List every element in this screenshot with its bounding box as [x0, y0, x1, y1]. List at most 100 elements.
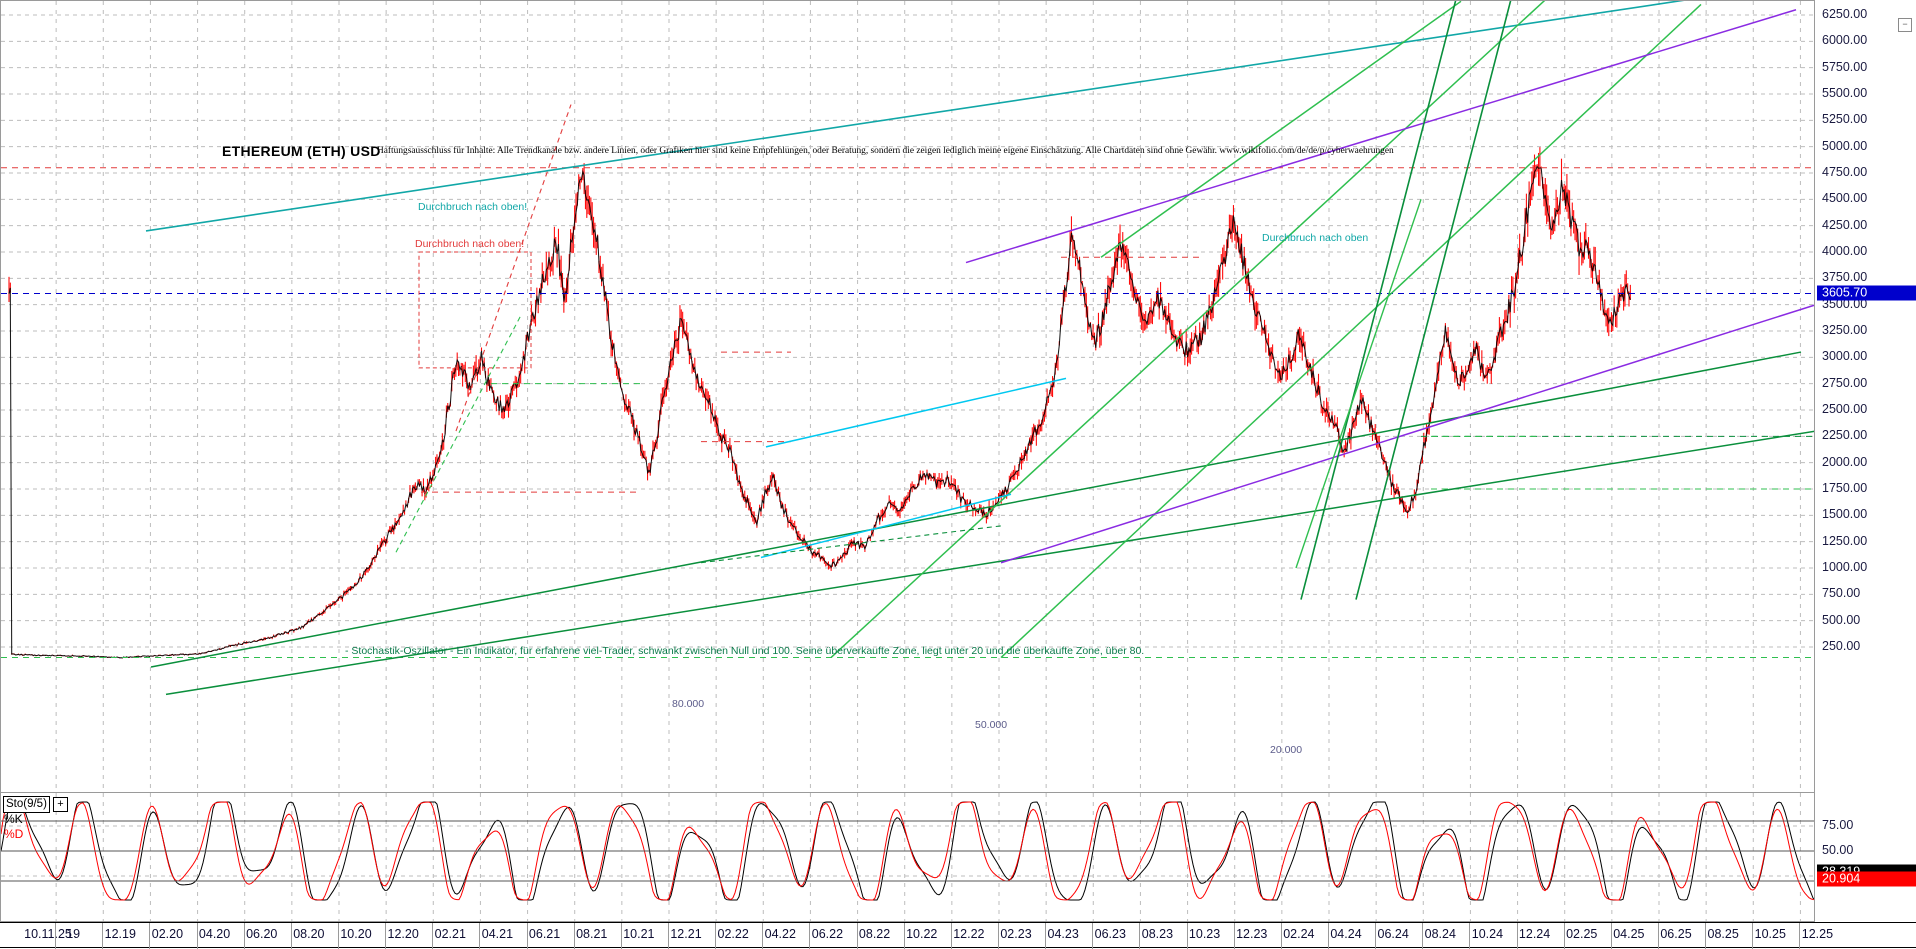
time-tick-label: 04.23 [1047, 927, 1079, 941]
time-tick-label: 12.25 [1801, 927, 1834, 941]
time-axis-separator [290, 923, 292, 949]
time-tick-label: 08.24 [1424, 927, 1456, 941]
price-tick-label: 2750.00 [1822, 375, 1868, 390]
time-axis-separator [243, 923, 245, 949]
time-axis[interactable]: 10.11.25 19 12.19 02.20 04.20 06.20 08.20 10.20… [0, 922, 1916, 949]
oscillator-note: - Stochastik-Oszillator - Ein Indikator,… [345, 645, 1145, 657]
time-axis-separator [385, 923, 387, 949]
time-axis-separator [1422, 923, 1424, 949]
price-tick-label: 4250.00 [1822, 217, 1868, 232]
time-axis-separator [1705, 923, 1707, 949]
time-axis-separator [715, 923, 717, 949]
price-tick-label: 4500.00 [1822, 191, 1868, 206]
time-tick-label: 06.21 [528, 927, 561, 941]
time-axis-separator [1752, 923, 1754, 949]
time-axis-separator [1139, 923, 1141, 949]
time-tick-label: 02.21 [434, 927, 466, 941]
chart-annotation: Durchbruch nach oben! [418, 201, 528, 213]
time-tick-label: 08.20 [293, 927, 325, 941]
time-tick-label: 08.23 [1141, 927, 1174, 941]
time-tick-label: 06.22 [811, 927, 844, 941]
time-axis-separator [1045, 923, 1047, 949]
price-tick-label: 1500.00 [1822, 507, 1868, 522]
price-tick-label: 5250.00 [1822, 112, 1868, 127]
stochastic-plot [1, 793, 1814, 921]
indicator-series-d: %D [4, 827, 24, 841]
price-tick-label: 250.00 [1822, 639, 1861, 653]
time-tick-label: 02.20 [151, 927, 184, 941]
last-price-badge: 3605.70 [1817, 285, 1916, 301]
time-tick-label: 12.21 [670, 927, 702, 941]
indicator-tick-label: 75.00 [1822, 818, 1854, 832]
chart-annotation: Durchbruch nach oben [1262, 232, 1369, 244]
indicator-name[interactable]: Sto(9/5) [3, 795, 50, 813]
time-axis-separator [196, 923, 198, 949]
time-axis-separator [1563, 923, 1565, 949]
indicator-pane[interactable] [0, 792, 1815, 922]
time-tick-label: 10.11.25 [24, 927, 72, 941]
indicator-value-badge: 20.904 [1817, 871, 1916, 887]
time-tick-label: 08.21 [576, 927, 608, 941]
price-tick-label: 750.00 [1822, 586, 1861, 601]
time-axis-separator [1516, 923, 1518, 949]
price-tick-label: 6000.00 [1822, 33, 1868, 48]
price-tick-label: 1750.00 [1822, 481, 1868, 495]
indicator-legend[interactable]: Sto(9/5) + [3, 794, 68, 813]
time-axis-separator [1186, 923, 1188, 949]
collapse-icon[interactable]: − [1898, 18, 1912, 32]
price-tick-label: 3500.00 [1822, 296, 1868, 311]
time-axis-separator [1092, 923, 1094, 949]
price-tick-label: 4750.00 [1822, 165, 1868, 179]
time-axis-separator [950, 923, 952, 949]
level-label: 50.000 [975, 719, 1008, 731]
time-tick-label: 12.22 [953, 927, 985, 941]
time-axis-separator [1610, 923, 1612, 949]
time-axis-separator [809, 923, 811, 949]
time-axis-separator [102, 923, 104, 949]
price-tick-label: 3750.00 [1822, 270, 1868, 285]
time-axis-separator [479, 923, 481, 949]
time-axis-separator [1799, 923, 1801, 949]
time-axis-separator [903, 923, 905, 949]
time-axis-separator [620, 923, 622, 949]
price-tick-label: 5500.00 [1822, 86, 1868, 100]
indicator-series-k: %K [4, 812, 23, 826]
time-tick-label: 08.22 [858, 927, 891, 941]
time-axis-separator [668, 923, 669, 949]
time-axis-separator [573, 923, 575, 949]
time-tick-label: 12.23 [1236, 927, 1268, 941]
time-axis-separator [1375, 923, 1377, 949]
time-tick-label: 12.20 [387, 927, 419, 941]
time-tick-label: 06.20 [246, 927, 278, 941]
time-tick-label: 10.21 [623, 927, 655, 941]
price-tick-label: 5000.00 [1822, 138, 1868, 153]
indicator-tick-label: 50.00 [1822, 843, 1854, 857]
time-tick-label: 10.20 [340, 927, 372, 941]
time-tick-label: 10.24 [1471, 927, 1504, 941]
price-tick-label: 4000.00 [1822, 244, 1868, 258]
time-axis-separator [149, 923, 151, 949]
disclaimer-text: Haftungsausschluss für Inhalte: Alle Tre… [377, 146, 1394, 156]
time-tick-label: 06.25 [1660, 927, 1692, 941]
time-tick-label: 04.20 [198, 927, 231, 941]
time-axis-separator [762, 923, 764, 949]
time-axis-separator [1469, 923, 1471, 949]
price-tick-label: 2250.00 [1822, 428, 1868, 443]
time-tick-label: 06.24 [1377, 927, 1409, 941]
time-axis-separator [432, 923, 434, 949]
expand-icon[interactable]: + [52, 797, 68, 812]
time-axis-separator [338, 923, 339, 949]
time-tick-label: 04.24 [1330, 927, 1362, 941]
page-title: ETHEREUM (ETH) USD [222, 143, 381, 159]
price-chart-pane[interactable] [0, 0, 1815, 792]
time-axis-separator [998, 923, 999, 949]
time-tick-label: 02.22 [717, 927, 749, 941]
time-tick-label: 02.24 [1283, 927, 1315, 941]
price-tick-label: 500.00 [1822, 612, 1861, 627]
chart-annotation: Durchbruch nach oben! [415, 238, 525, 250]
time-axis-separator [55, 923, 57, 949]
time-tick-label: 10.25 [1754, 927, 1786, 941]
time-tick-label: 02.25 [1566, 927, 1598, 941]
time-tick-label: 04.22 [764, 927, 796, 941]
